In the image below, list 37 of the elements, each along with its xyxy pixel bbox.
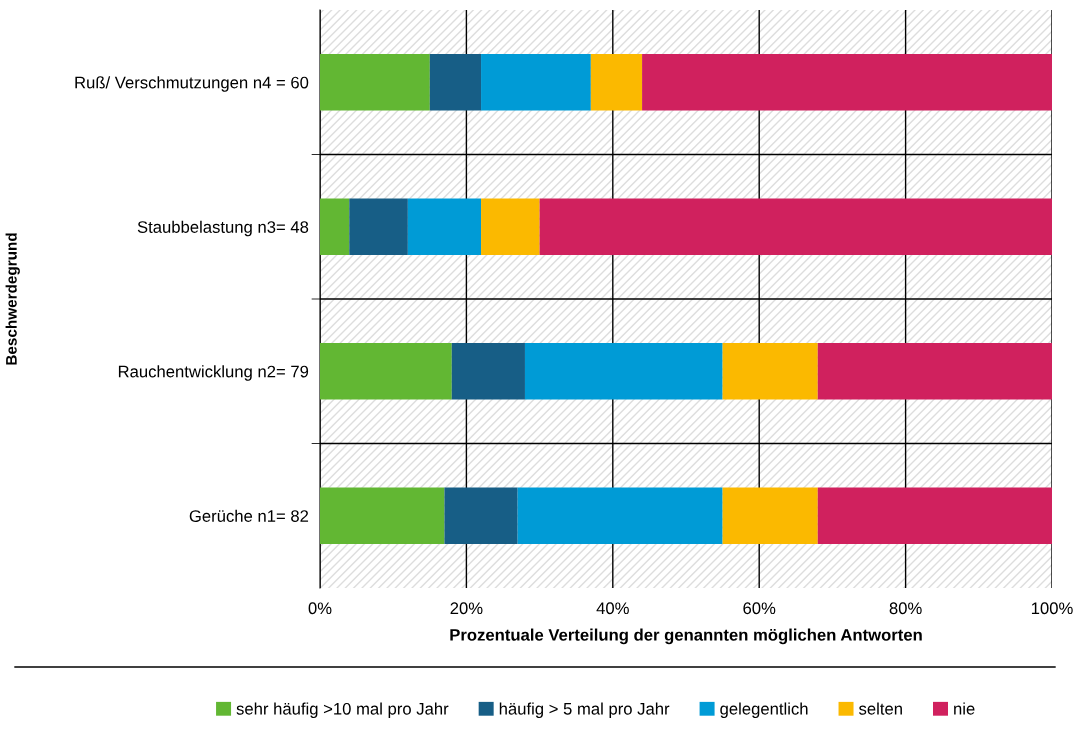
bar: [481, 198, 540, 255]
y-tick-label: Staubbelastung n3= 48: [137, 220, 309, 237]
y-tick-label: Rauchentwicklung n2= 79: [118, 365, 309, 381]
x-tick-label: 0%: [308, 602, 332, 615]
bar: [722, 343, 818, 400]
bar: [320, 54, 430, 111]
bar: [320, 343, 452, 400]
bar: [320, 198, 350, 255]
x-tick-label: 40%: [596, 602, 629, 615]
bar: [524, 343, 723, 400]
y-tick-label: Ruß/ Verschmutzungen n4 = 60: [75, 76, 309, 92]
x-tick-label: 20%: [450, 602, 483, 615]
legend-label: sehr häufig >10 mal pro Jahr: [236, 702, 449, 718]
x-tick-label: 60%: [743, 602, 776, 615]
bar: [539, 198, 1052, 255]
x-tick-label: 80%: [889, 602, 922, 615]
bar: [481, 54, 591, 111]
bar: [349, 198, 408, 255]
bar: [451, 343, 525, 400]
bar: [517, 487, 723, 544]
bar: [817, 343, 1052, 400]
bar: [817, 487, 1052, 544]
bar: [642, 54, 1052, 111]
bar: [320, 487, 445, 544]
x-axis-title: Prozentuale Verteilung der genannten möglichen Antworten: [450, 628, 922, 645]
y-tick-label: Gerüche n1= 82: [189, 509, 309, 522]
legend-label: selten: [859, 702, 902, 715]
y-axis-title: Beschwerdegrund: [5, 233, 20, 365]
bar: [722, 487, 818, 544]
legend-label: häufig > 5 mal pro Jahr: [499, 702, 670, 718]
bar: [429, 54, 482, 111]
x-tick-label: 100%: [1031, 602, 1073, 615]
bar: [407, 198, 482, 255]
bar: [590, 54, 643, 111]
bar: [444, 487, 518, 544]
legend-label: gelegentlich: [720, 702, 808, 718]
legend-label: nie: [954, 702, 975, 715]
